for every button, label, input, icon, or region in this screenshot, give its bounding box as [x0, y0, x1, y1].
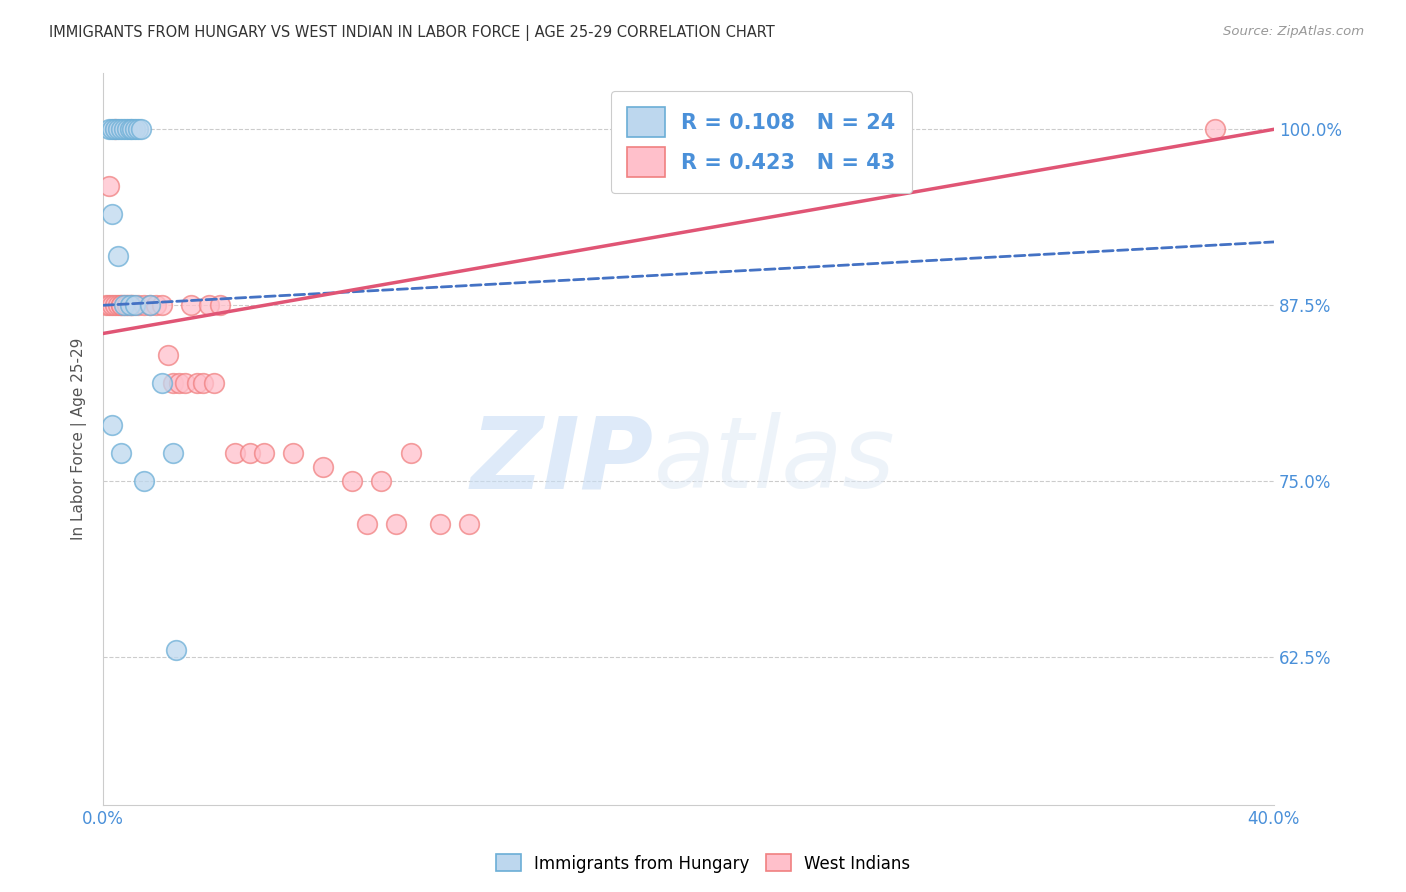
Text: ZIP: ZIP	[471, 412, 654, 509]
Point	[356, 516, 378, 531]
Point	[139, 298, 162, 312]
Point	[121, 122, 143, 136]
Point	[104, 298, 127, 312]
Point	[129, 122, 152, 136]
Point	[124, 298, 146, 312]
Point	[162, 446, 184, 460]
Point	[134, 298, 156, 312]
Point	[110, 122, 132, 136]
Point	[150, 298, 173, 312]
Point	[110, 298, 132, 312]
Point	[145, 298, 167, 312]
Point	[118, 298, 141, 312]
Point	[112, 298, 135, 312]
Point	[124, 122, 146, 136]
Point	[101, 417, 124, 432]
Point	[209, 298, 232, 312]
Point	[115, 298, 138, 312]
Y-axis label: In Labor Force | Age 25-29: In Labor Force | Age 25-29	[72, 338, 87, 541]
Point	[312, 460, 335, 475]
Point	[118, 122, 141, 136]
Point	[101, 122, 124, 136]
Point	[98, 298, 121, 312]
Text: Source: ZipAtlas.com: Source: ZipAtlas.com	[1223, 25, 1364, 38]
Point	[121, 298, 143, 312]
Point	[104, 122, 127, 136]
Point	[115, 298, 138, 312]
Point	[340, 475, 363, 489]
Point	[107, 122, 129, 136]
Point	[139, 298, 162, 312]
Point	[110, 298, 132, 312]
Point	[98, 178, 121, 193]
Point	[118, 298, 141, 312]
Point	[156, 347, 179, 361]
Point	[429, 516, 451, 531]
Point	[165, 643, 187, 657]
Point	[110, 446, 132, 460]
Point	[370, 475, 392, 489]
Legend: Immigrants from Hungary, West Indians: Immigrants from Hungary, West Indians	[489, 847, 917, 880]
Point	[101, 298, 124, 312]
Point	[191, 376, 214, 390]
Point	[186, 376, 208, 390]
Point	[101, 207, 124, 221]
Point	[283, 446, 305, 460]
Point	[134, 475, 156, 489]
Point	[112, 298, 135, 312]
Point	[127, 122, 149, 136]
Point	[115, 122, 138, 136]
Text: atlas: atlas	[654, 412, 896, 509]
Point	[458, 516, 481, 531]
Point	[98, 122, 121, 136]
Point	[150, 376, 173, 390]
Point	[204, 376, 226, 390]
Point	[399, 446, 422, 460]
Point	[224, 446, 246, 460]
Point	[174, 376, 197, 390]
Legend: R = 0.108   N = 24, R = 0.423   N = 43: R = 0.108 N = 24, R = 0.423 N = 43	[610, 91, 912, 194]
Point	[238, 446, 260, 460]
Point	[1204, 122, 1226, 136]
Point	[180, 298, 202, 312]
Point	[385, 516, 408, 531]
Point	[253, 446, 276, 460]
Point	[162, 376, 184, 390]
Point	[107, 298, 129, 312]
Point	[112, 122, 135, 136]
Text: IMMIGRANTS FROM HUNGARY VS WEST INDIAN IN LABOR FORCE | AGE 25-29 CORRELATION CH: IMMIGRANTS FROM HUNGARY VS WEST INDIAN I…	[49, 25, 775, 41]
Point	[94, 298, 117, 312]
Point	[169, 376, 191, 390]
Point	[107, 249, 129, 263]
Point	[104, 122, 127, 136]
Point	[121, 298, 143, 312]
Point	[197, 298, 219, 312]
Point	[127, 298, 149, 312]
